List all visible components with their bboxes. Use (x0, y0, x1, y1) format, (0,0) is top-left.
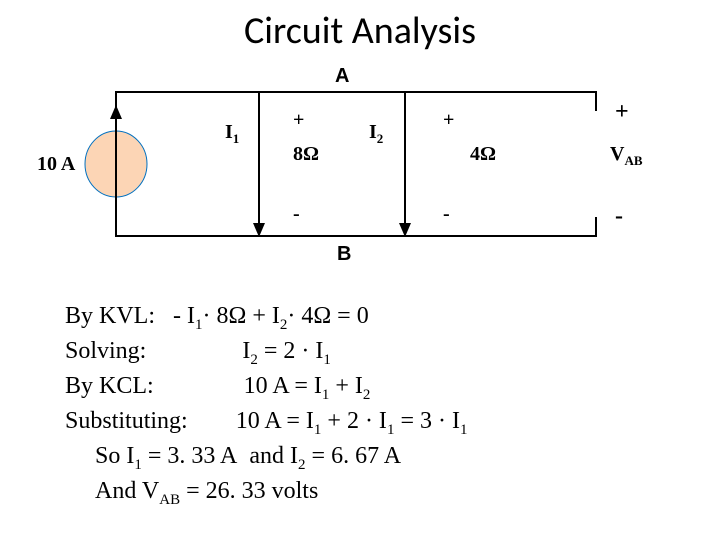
r1-value: 8Ω (293, 143, 319, 166)
current-source-arrow (104, 105, 128, 225)
vab-plus: + (615, 99, 629, 126)
i1-label: I1 (225, 121, 239, 147)
r1-plus: + (293, 109, 304, 132)
bottom-rail (115, 235, 595, 237)
vab-label: VAB (610, 143, 643, 169)
solution-line: And VAB = 26. 33 volts (95, 475, 665, 510)
solution-line: Substituting: 10 A = I1 + 2 · I1 = 3 · I… (65, 405, 665, 440)
source-label: 10 A (37, 153, 75, 176)
r2-plus: + (443, 109, 454, 132)
solution-line: By KVL: - I1· 8Ω + I2· 4Ω = 0 (65, 300, 665, 335)
solution-line: Solving: I2 = 2 · I1 (65, 335, 665, 370)
r1-minus: - (293, 203, 300, 226)
top-rail (115, 91, 595, 93)
vab-minus: - (615, 203, 623, 230)
solution-block: By KVL: - I1· 8Ω + I2· 4Ω = 0 Solving: I… (65, 300, 665, 510)
circuit-diagram: A 10 A I1 + 8Ω - I2 (75, 75, 635, 265)
solution-line: So I1 = 3. 33 A and I2 = 6. 67 A (95, 440, 665, 475)
node-b-label: B (337, 243, 351, 266)
solution-line: By KCL: 10 A = I1 + I2 (65, 370, 665, 405)
i2-label: I2 (369, 121, 383, 147)
r2-value: 4Ω (470, 143, 496, 166)
i2-arrow (393, 91, 417, 237)
r2-minus: - (443, 203, 450, 226)
vab-bottom-stub (595, 217, 597, 237)
node-a-label: A (335, 65, 349, 88)
slide-title: Circuit Analysis (0, 8, 720, 54)
vab-top-stub (595, 91, 597, 111)
i1-arrow (247, 91, 271, 237)
